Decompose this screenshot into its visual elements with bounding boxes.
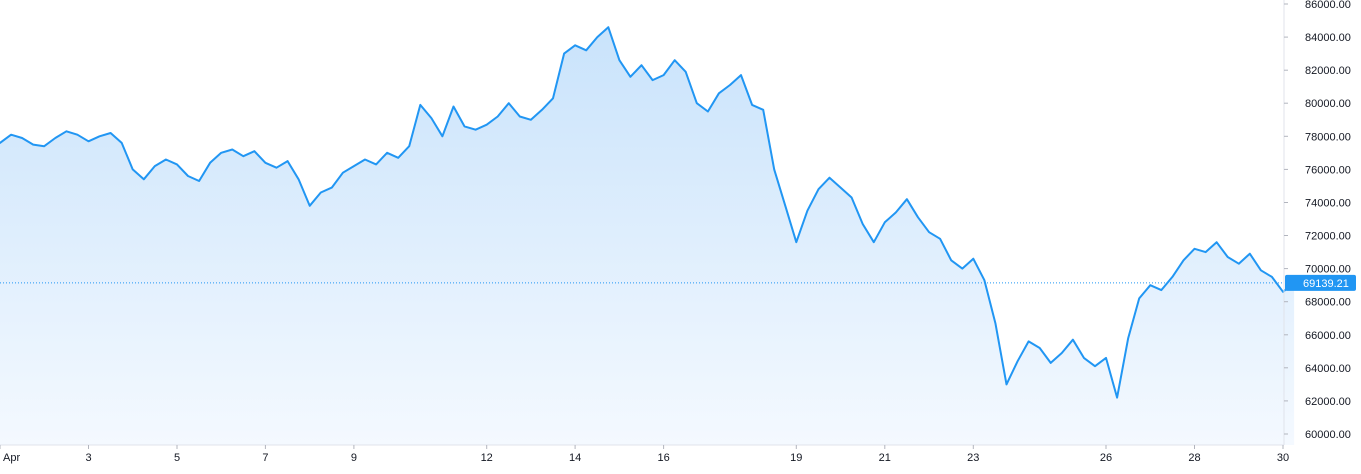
area-layer	[0, 27, 1295, 445]
x-tick-label: 7	[262, 452, 268, 464]
x-tick-label: 23	[967, 452, 979, 464]
y-tick-label: 70000.00	[1305, 264, 1351, 276]
y-tick-label: 66000.00	[1305, 330, 1351, 342]
x-tick-label: 5	[174, 452, 180, 464]
price-line	[0, 26, 1296, 399]
y-tick-label: 62000.00	[1305, 396, 1351, 408]
x-tick-label: Apr	[3, 452, 20, 464]
x-tick-label: 16	[657, 452, 669, 464]
x-tick-label: 21	[879, 452, 891, 464]
price-area-fill	[0, 27, 1295, 445]
y-tick-label: 68000.00	[1305, 297, 1351, 309]
last-price-badge	[1285, 274, 1356, 291]
x-axis: Apr 3 5 7 9 12 14 16 19 21 23 26 28 30	[0, 445, 1289, 464]
y-tick-label: 80000.00	[1305, 98, 1351, 110]
y-tick-label: 60000.00	[1305, 429, 1351, 441]
y-tick-label: 82000.00	[1305, 65, 1351, 77]
x-tick-label: 9	[351, 452, 357, 464]
y-tick-label: 78000.00	[1305, 131, 1351, 143]
x-tick-label: 14	[569, 452, 581, 464]
y-tick-label: 74000.00	[1305, 198, 1351, 210]
axis-layer	[0, 0, 1285, 446]
line-layer	[0, 26, 1296, 399]
x-tick-label: 12	[481, 452, 493, 464]
x-tick-label: 19	[790, 452, 802, 464]
y-tick-label: 84000.00	[1305, 32, 1351, 44]
x-tick-label: 26	[1100, 452, 1112, 464]
y-tick-label: 72000.00	[1305, 231, 1351, 243]
x-tick-label: 28	[1188, 452, 1200, 464]
y-axis: 60000.00 62000.00 64000.00 66000.00 68000.00…	[1284, 0, 1351, 441]
y-tick-label: 64000.00	[1305, 363, 1351, 375]
last-price-label: 69139.21	[1303, 278, 1349, 290]
x-tick-label: 30	[1277, 452, 1289, 464]
y-tick-label: 86000.00	[1305, 0, 1351, 11]
last-price-layer: 69139.21	[0, 274, 1356, 291]
y-tick-label: 76000.00	[1305, 164, 1351, 176]
x-tick-label: 3	[85, 452, 91, 464]
